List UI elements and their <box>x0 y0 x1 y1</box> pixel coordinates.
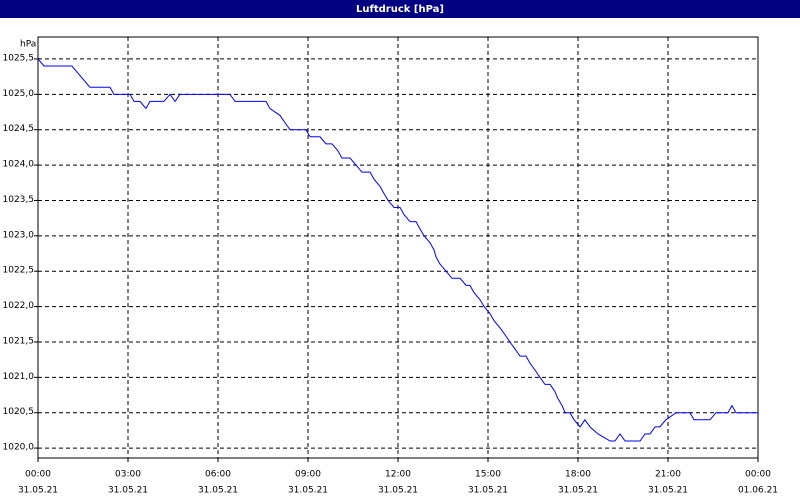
x-tick-label: 06:00 <box>205 470 231 480</box>
x-tick-date: 31.05.21 <box>198 486 238 496</box>
x-tick-date: 31.05.21 <box>108 486 148 496</box>
x-tick-date: 31.05.21 <box>288 486 328 496</box>
x-tick-date: 31.05.21 <box>18 486 58 496</box>
y-axis-label: hPa <box>20 40 36 50</box>
x-tick-label: 12:00 <box>385 470 411 480</box>
title-bar <box>0 0 800 18</box>
x-tick-label: 18:00 <box>565 470 591 480</box>
x-tick-date: 31.05.21 <box>648 486 688 496</box>
y-tick-label: 1021,0 <box>3 372 35 382</box>
x-tick-label: 03:00 <box>115 470 141 480</box>
x-tick-label: 21:00 <box>655 470 681 480</box>
x-tick-label: 09:00 <box>295 470 321 480</box>
x-tick-label: 00:00 <box>25 470 51 480</box>
y-tick-label: 1022,5 <box>3 266 35 276</box>
x-tick-date: 31.05.21 <box>468 486 508 496</box>
y-tick-label: 1020,5 <box>3 407 35 417</box>
x-tick-label: 00:00 <box>745 470 771 480</box>
y-tick-label: 1023,0 <box>3 230 35 240</box>
x-tick-date: 31.05.21 <box>558 486 598 496</box>
y-tick-label: 1023,5 <box>3 195 35 205</box>
y-tick-label: 1024,0 <box>3 160 35 170</box>
chart-title: Luftdruck [hPa] <box>356 4 444 15</box>
x-tick-date: 31.05.21 <box>378 486 418 496</box>
y-tick-label: 1021,5 <box>3 336 35 346</box>
y-tick-label: 1020,0 <box>3 443 35 453</box>
y-tick-label: 1025,5 <box>3 53 35 63</box>
y-tick-label: 1025,0 <box>3 89 35 99</box>
y-tick-label: 1022,0 <box>3 301 35 311</box>
x-tick-date: 01.06.21 <box>738 486 778 496</box>
data-line <box>37 58 758 442</box>
y-tick-label: 1024,5 <box>3 124 35 134</box>
x-tick-label: 15:00 <box>475 470 501 480</box>
